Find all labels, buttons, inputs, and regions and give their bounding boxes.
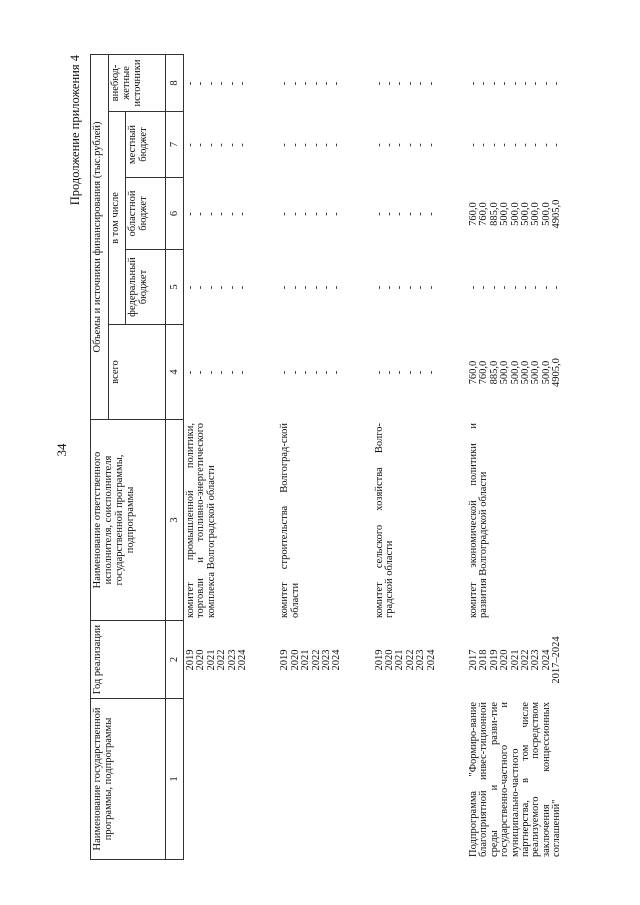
header-program-name: Наименование государственной программы, …: [90, 698, 166, 860]
year-cell: 2019 2020 2021 2022 2023 2024: [185, 621, 280, 699]
extrabudgetary-value: -: [216, 81, 228, 86]
program-name-cell: [186, 699, 280, 860]
table-row-group: 2019 2020 2021 2022 2023 2024 комитет промышле…: [185, 55, 280, 860]
program-name-cell: Подпрограмма "Формиро-вание благоприятно…: [468, 702, 563, 857]
header-funding: Объемы и источники финансирования (тыс.р…: [90, 54, 109, 420]
local-value: -: [236, 143, 248, 147]
federal-value-cell: ---------: [468, 250, 595, 325]
local-value: -: [331, 143, 343, 147]
table-row-group: 2019 2020 2021 2022 2023 2024 комитет сельског…: [373, 55, 469, 860]
appendix-continuation: Продолжение приложения 4: [68, 55, 82, 206]
regional-value: -: [236, 212, 248, 216]
year-cell: 2019 2020 2021 2022 2023 2024: [279, 621, 374, 699]
executor-cell: комитет сельского хозяйства Волго-градск…: [373, 423, 396, 618]
extrabudgetary-value: -: [551, 81, 563, 86]
extrabudgetary-value-cell: ---------: [468, 55, 595, 112]
regional-value-cell: ------: [279, 178, 374, 250]
regional-value: -: [216, 212, 228, 216]
federal-value: -: [300, 285, 312, 290]
year: 2024: [425, 649, 437, 671]
local-value: -: [551, 143, 563, 147]
header-regional: областной бюджет: [125, 177, 166, 250]
header-extrabudgetary: внебюд-жетные источники: [108, 54, 166, 112]
extrabudgetary-value: -: [236, 81, 248, 86]
total-value: 4905,0: [551, 358, 563, 387]
total-value: -: [216, 370, 228, 375]
federal-value: -: [425, 285, 437, 290]
table-header: Наименование государственной программы, …: [90, 54, 184, 860]
total-value: -: [331, 370, 343, 375]
header-executor: Наименование ответственного исполнителя,…: [90, 419, 166, 621]
header-total: всего: [108, 324, 166, 420]
header-year: Год реализации: [90, 620, 166, 699]
regional-value: -: [425, 212, 437, 216]
federal-value: -: [216, 285, 228, 290]
total-value-cell: ------: [374, 325, 469, 420]
total-value: -: [236, 370, 248, 375]
year: 2017–2024: [551, 636, 563, 684]
federal-value-cell: ------: [374, 250, 469, 325]
local-value-cell: ------: [185, 112, 280, 178]
extrabudgetary-value: -: [425, 81, 437, 86]
year: 2022: [216, 649, 228, 671]
column-number: 6: [165, 177, 184, 250]
federal-value: -: [331, 285, 343, 290]
table-body: 2019 2020 2021 2022 2023 2024 комитет промышле…: [185, 55, 595, 860]
federal-value: -: [551, 285, 563, 290]
column-number: 1: [165, 698, 184, 860]
column-number: 7: [165, 111, 184, 178]
column-number: 8: [165, 54, 184, 112]
year-cell: 2019 2020 2021 2022 2023 2024: [374, 621, 469, 699]
executor-cell: комитет строительства Волгоград-ской обл…: [279, 423, 301, 618]
federal-value-cell: ------: [185, 250, 280, 325]
regional-value-cell: ------: [185, 178, 280, 250]
federal-value: -: [236, 285, 248, 290]
header-federal: федеральный бюджет: [125, 249, 166, 325]
year: 2024: [331, 649, 343, 671]
column-number: 5: [165, 249, 184, 325]
federal-value-cell: ------: [279, 250, 374, 325]
extrabudgetary-value-cell: ------: [279, 55, 374, 112]
local-value-cell: ---------: [468, 112, 595, 178]
extrabudgetary-value: -: [331, 81, 343, 86]
local-value: -: [425, 143, 437, 147]
table-row-group: Подпрограмма "Формиро-вание благоприятно…: [468, 55, 595, 860]
column-number: 2: [165, 620, 184, 699]
local-value-cell: ------: [374, 112, 469, 178]
program-name-cell: [280, 699, 374, 860]
program-name-cell: [375, 699, 469, 860]
column-number: 4: [165, 324, 184, 420]
extrabudgetary-value-cell: ------: [185, 55, 280, 112]
regional-value-cell: ------: [374, 178, 469, 250]
page-number: 34: [54, 443, 69, 457]
total-value: -: [425, 370, 437, 375]
regional-value: -: [331, 212, 343, 216]
header-including: в том числе: [108, 111, 126, 325]
regional-value: 4905,0: [551, 199, 563, 229]
local-value-cell: ------: [279, 112, 374, 178]
executor-cell: комитет экономической политики и развити…: [468, 423, 490, 618]
year: 2024: [236, 649, 248, 671]
header-local: местный бюджет: [125, 111, 166, 178]
regional-value: -: [300, 212, 312, 216]
year: 2021: [300, 649, 312, 671]
total-value: -: [300, 370, 312, 375]
extrabudgetary-value-cell: ------: [374, 55, 469, 112]
extrabudgetary-value: -: [300, 81, 312, 86]
table-row-group: 2019 2020 2021 2022 2023 2024 комитет строител…: [279, 55, 374, 860]
total-value-cell: ------: [185, 325, 280, 420]
total-value-cell: 760,0 760,0 885,0 500,0 500,0 500,0 500,0 500,0…: [468, 325, 595, 420]
year-cell: 2017 2018 2019 2020 2021 2022 2023 2024 2017–202…: [468, 621, 595, 699]
regional-value-cell: 760,0 760,0 885,0 500,0 500,0 500,0 500,0 500,0…: [468, 178, 595, 250]
local-value: -: [300, 143, 312, 147]
local-value: -: [216, 143, 228, 147]
total-value-cell: ------: [279, 325, 374, 420]
column-number: 3: [165, 419, 184, 621]
executor-cell: комитет промышленной политики, торговли …: [185, 423, 217, 618]
